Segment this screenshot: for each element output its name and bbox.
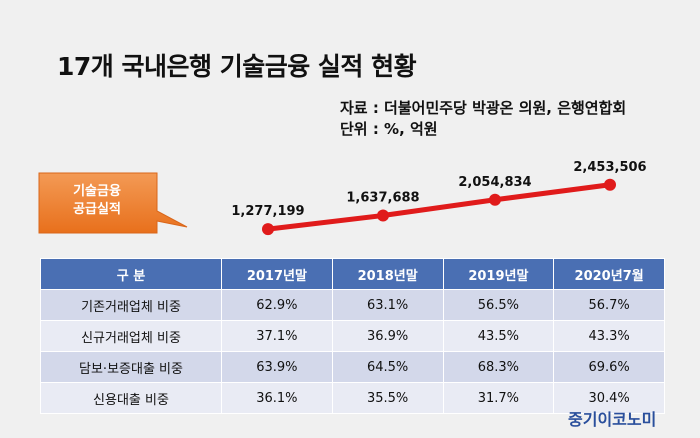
table-cell: 37.1%: [221, 320, 333, 352]
table-row: 신규거래업체 비중 37.1% 36.9% 43.5% 43.3%: [40, 320, 665, 352]
header-2017: 2017년말: [221, 258, 333, 290]
table-cell: 43.5%: [442, 320, 555, 352]
table-row: 신용대출 비중 36.1% 35.5% 31.7% 30.4%: [40, 382, 665, 414]
table-cell: 62.9%: [221, 289, 333, 321]
row-label: 담보·보증대출 비중: [40, 351, 222, 383]
publisher-logo: 중기이코노미: [568, 410, 657, 429]
header-category: 구 분: [40, 258, 222, 290]
table-cell: 43.3%: [553, 320, 665, 352]
data-point: [262, 223, 274, 236]
data-label: 1,637,688: [346, 191, 419, 206]
table-cell: 56.5%: [442, 289, 555, 321]
source-block: 자료 : 더불어민주당 박광온 의원, 은행연합회 단위 : %, 억원: [340, 98, 626, 140]
table-cell: 63.1%: [331, 289, 444, 321]
row-label: 기존거래업체 비중: [40, 289, 222, 321]
callout-line2: 공급실적: [73, 202, 121, 217]
callout-label: 기술금융 공급실적: [37, 183, 157, 219]
table-cell: 31.7%: [442, 382, 555, 414]
table-header-row: 구 분 2017년말 2018년말 2019년말 2020년7월: [40, 258, 665, 290]
row-label: 신규거래업체 비중: [40, 320, 222, 352]
table-cell: 68.3%: [442, 351, 555, 383]
table-row: 기존거래업체 비중 62.9% 63.1% 56.5% 56.7%: [40, 289, 665, 321]
callout-arrow: 기술금융 공급실적: [37, 171, 195, 241]
table-cell: 64.5%: [331, 351, 444, 383]
data-point: [377, 209, 389, 222]
table-cell: 30.4%: [553, 382, 665, 414]
data-label: 2,453,506: [573, 160, 646, 175]
series-line: [265, 182, 613, 232]
header-2020: 2020년7월: [553, 258, 665, 290]
callout-line1: 기술금융: [73, 184, 121, 199]
page-title: 17개 국내은행 기술금융 실적 현황: [57, 52, 417, 81]
unit-line: 단위 : %, 억원: [340, 120, 438, 138]
table-cell: 35.5%: [331, 382, 444, 414]
data-table: 구 분 2017년말 2018년말 2019년말 2020년7월 기존거래업체 …: [40, 258, 665, 414]
table-cell: 63.9%: [221, 351, 333, 383]
table-cell: 36.9%: [331, 320, 444, 352]
data-label: 1,277,199: [231, 204, 304, 219]
callout-arrow-shape: [38, 172, 188, 234]
data-point: [489, 193, 501, 206]
header-2019: 2019년말: [442, 258, 555, 290]
table-cell: 56.7%: [553, 289, 665, 321]
source-line: 자료 : 더불어민주당 박광온 의원, 은행연합회: [340, 99, 627, 117]
supply-line-chart: 1,277,199 1,637,688 2,054,834 2,453,506: [231, 160, 647, 236]
data-point: [604, 178, 616, 191]
header-2018: 2018년말: [331, 258, 444, 290]
row-label: 신용대출 비중: [40, 382, 222, 414]
data-label: 2,054,834: [458, 175, 531, 190]
table-cell: 36.1%: [221, 382, 333, 414]
table-row: 담보·보증대출 비중 63.9% 64.5% 68.3% 69.6%: [40, 351, 665, 383]
table-cell: 69.6%: [553, 351, 665, 383]
